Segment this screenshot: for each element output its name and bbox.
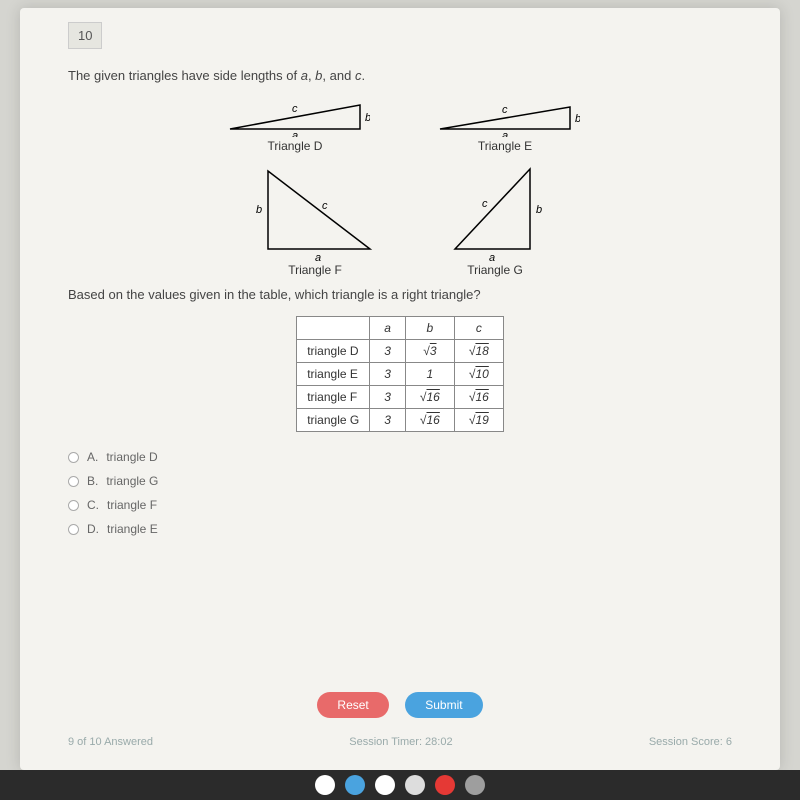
table-row: triangle E31√10: [297, 363, 504, 386]
cell-a: 3: [370, 409, 406, 432]
table-header-b: b: [405, 317, 454, 340]
session-footer: 9 of 10 Answered Session Timer: 28:02 Se…: [20, 736, 780, 748]
taskbar: [0, 770, 800, 800]
row-label: triangle F: [297, 386, 370, 409]
files-icon[interactable]: [345, 775, 365, 795]
option-letter: D.: [87, 522, 99, 536]
mail-icon[interactable]: [375, 775, 395, 795]
triangle-g: b c a Triangle G: [440, 161, 550, 277]
row-label: triangle E: [297, 363, 370, 386]
answer-option[interactable]: A. triangle D: [68, 450, 732, 464]
svg-text:b: b: [536, 204, 542, 216]
radio-icon[interactable]: [68, 500, 79, 511]
triangle-e-label: Triangle E: [478, 139, 532, 153]
cell-b: √16: [405, 409, 454, 432]
option-text: triangle D: [106, 450, 157, 464]
diagram-row-1: c b a Triangle D c b a Triangle E: [68, 95, 732, 153]
triangle-d-svg: c b a: [220, 95, 370, 137]
radio-icon[interactable]: [68, 476, 79, 487]
option-text: triangle E: [107, 522, 158, 536]
svg-text:b: b: [365, 112, 370, 124]
triangle-d-label: Triangle D: [268, 139, 323, 153]
triangle-g-svg: b c a: [440, 161, 550, 261]
cell-a: 3: [370, 363, 406, 386]
app2-icon[interactable]: [465, 775, 485, 795]
table-body: triangle D3√3√18triangle E31√10triangle …: [297, 340, 504, 432]
cell-a: 3: [370, 386, 406, 409]
cell-c: √10: [454, 363, 503, 386]
submit-button[interactable]: Submit: [405, 692, 482, 718]
cell-c: √18: [454, 340, 503, 363]
answered-count: 9 of 10 Answered: [68, 736, 153, 748]
svg-text:c: c: [482, 198, 488, 210]
diagram-row-2: b c a Triangle F b c a Triangle G: [68, 161, 732, 277]
triangle-d: c b a Triangle D: [220, 95, 370, 153]
session-timer: Session Timer: 28:02: [349, 736, 452, 748]
table-row: triangle G3√16√19: [297, 409, 504, 432]
cell-b: √16: [405, 386, 454, 409]
action-buttons: Reset Submit: [20, 692, 780, 718]
option-letter: A.: [87, 450, 98, 464]
question-number-badge: 10: [68, 22, 102, 49]
triangle-e: c b a Triangle E: [430, 95, 580, 153]
svg-text:c: c: [322, 200, 328, 212]
svg-text:a: a: [502, 130, 508, 137]
triangle-g-label: Triangle G: [467, 263, 523, 277]
svg-text:c: c: [292, 103, 298, 115]
table-row: triangle F3√16√16: [297, 386, 504, 409]
answer-options: A. triangle D B. triangle G C. triangle F D. tr…: [68, 450, 732, 536]
triangle-f: b c a Triangle F: [250, 161, 380, 277]
cell-c: √19: [454, 409, 503, 432]
svg-text:a: a: [489, 252, 495, 261]
svg-text:a: a: [292, 130, 298, 137]
triangle-e-svg: c b a: [430, 95, 580, 137]
values-table: a b c triangle D3√3√18triangle E31√10tri…: [296, 316, 504, 432]
table-header-a: a: [370, 317, 406, 340]
session-score: Session Score: 6: [649, 736, 732, 748]
svg-text:c: c: [502, 104, 508, 116]
cell-c: √16: [454, 386, 503, 409]
option-letter: C.: [87, 498, 99, 512]
app-icon[interactable]: [405, 775, 425, 795]
cell-a: 3: [370, 340, 406, 363]
svg-text:a: a: [315, 252, 321, 261]
answer-option[interactable]: B. triangle G: [68, 474, 732, 488]
cell-b: 1: [405, 363, 454, 386]
triangle-diagrams: c b a Triangle D c b a Triangle E: [68, 95, 732, 277]
cell-b: √3: [405, 340, 454, 363]
row-label: triangle D: [297, 340, 370, 363]
app-screen: 10 The given triangles have side lengths…: [20, 8, 780, 770]
row-label: triangle G: [297, 409, 370, 432]
radio-icon[interactable]: [68, 524, 79, 535]
table-header-blank: [297, 317, 370, 340]
answer-option[interactable]: C. triangle F: [68, 498, 732, 512]
triangle-f-svg: b c a: [250, 161, 380, 261]
question-text: The given triangles have side lengths of…: [68, 68, 732, 83]
question-content: The given triangles have side lengths of…: [68, 68, 732, 690]
triangle-f-label: Triangle F: [288, 263, 342, 277]
svg-text:b: b: [256, 204, 262, 216]
table-row: triangle D3√3√18: [297, 340, 504, 363]
answer-option[interactable]: D. triangle E: [68, 522, 732, 536]
chrome-icon[interactable]: [315, 775, 335, 795]
option-text: triangle G: [106, 474, 158, 488]
youtube-icon[interactable]: [435, 775, 455, 795]
svg-text:b: b: [575, 113, 580, 125]
question-prompt: Based on the values given in the table, …: [68, 287, 732, 302]
radio-icon[interactable]: [68, 452, 79, 463]
table-header-c: c: [454, 317, 503, 340]
reset-button[interactable]: Reset: [317, 692, 388, 718]
option-letter: B.: [87, 474, 98, 488]
option-text: triangle F: [107, 498, 157, 512]
